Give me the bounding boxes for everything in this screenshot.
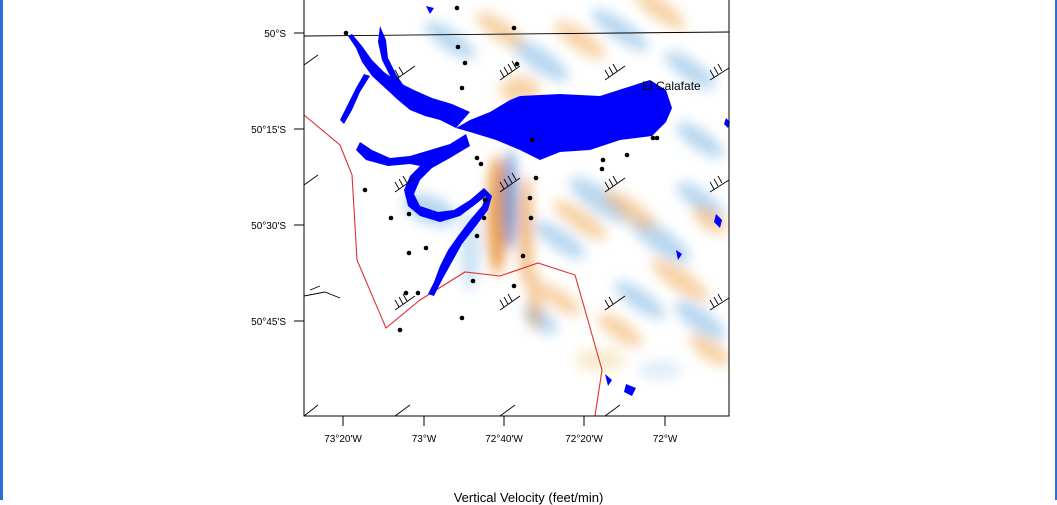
water-spot xyxy=(714,214,722,228)
window-frame-left xyxy=(0,0,3,500)
wind-barb xyxy=(303,285,341,299)
window-frame-right xyxy=(1055,0,1057,500)
wind-barb xyxy=(499,172,521,193)
lat-tick-label: 50°15'S xyxy=(251,125,286,136)
lon-tick-label: 73°W xyxy=(412,434,437,445)
wind-barb xyxy=(499,293,521,311)
wind-barbs xyxy=(303,54,730,417)
wind-barb xyxy=(394,65,416,81)
wind-barb xyxy=(303,54,319,66)
wind-barb xyxy=(604,295,626,311)
city-label: El Calafate xyxy=(642,79,701,93)
wind-barb xyxy=(499,60,521,81)
lon-tick-label: 72°W xyxy=(653,434,678,445)
map-caption: Vertical Velocity (feet/min) xyxy=(453,490,604,505)
wind-barb xyxy=(303,404,319,417)
velocity-shading xyxy=(403,0,729,380)
wind-barb xyxy=(604,175,626,193)
wind-barb xyxy=(394,404,411,417)
lon-tick-label: 73°20'W xyxy=(324,434,362,445)
station-markers xyxy=(343,5,660,333)
water-bodies xyxy=(340,6,730,396)
lake-north-arm xyxy=(348,34,470,128)
lat-tick-label: 50°S xyxy=(264,29,286,40)
lat-tick-label: 50°30'S xyxy=(251,221,286,232)
water-spot xyxy=(624,384,636,396)
lon-tick-label: 72°40'W xyxy=(485,434,523,445)
lake-north-inlet xyxy=(378,26,404,88)
wind-barb xyxy=(499,404,516,417)
lon-tick-label: 72°20'W xyxy=(565,434,603,445)
lake-main xyxy=(456,80,672,160)
longitude-axis: 73°20'W 73°W 72°40'W 72°20'W 72°W xyxy=(324,416,678,445)
lat-tick-label: 50°45'S xyxy=(251,317,286,328)
water-spot xyxy=(676,250,682,260)
latitude-axis: 50°S 50°15'S 50°30'S 50°45'S xyxy=(251,29,304,328)
lake-south-arm xyxy=(356,134,492,296)
international-border xyxy=(303,114,603,417)
latitude-line xyxy=(303,31,730,37)
wind-barb xyxy=(709,63,730,81)
water-spot xyxy=(605,374,612,386)
wind-barb xyxy=(709,175,730,193)
lake-west-inlet xyxy=(340,74,370,124)
wind-barb xyxy=(604,63,626,81)
plot-border xyxy=(303,0,730,417)
wind-barb xyxy=(394,175,416,193)
wind-barb xyxy=(709,293,730,311)
water-spot xyxy=(426,6,434,14)
wind-barb xyxy=(394,293,416,311)
wind-barb xyxy=(604,404,621,417)
wind-barb xyxy=(303,174,319,186)
